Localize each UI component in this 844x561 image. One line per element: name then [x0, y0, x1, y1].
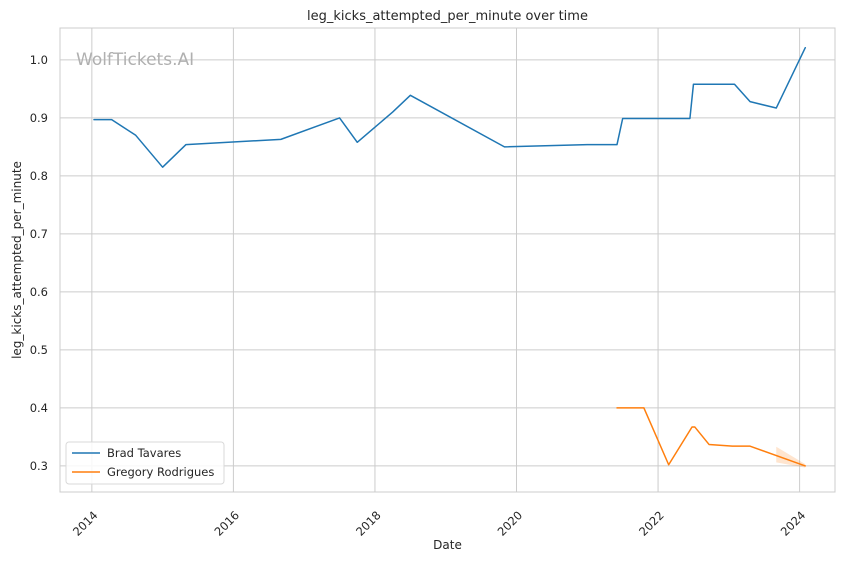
y-tick-label: 0.3	[30, 459, 48, 473]
y-tick-label: 0.8	[30, 169, 48, 183]
legend: Brad Tavares Gregory Rodrigues	[66, 442, 224, 484]
watermark: WolfTickets.AI	[76, 50, 194, 70]
legend-entry: Gregory Rodrigues	[107, 465, 214, 479]
y-tick-label: 0.9	[30, 111, 48, 125]
y-tick-label: 0.7	[30, 227, 48, 241]
y-axis-label: leg_kicks_attempted_per_minute	[10, 161, 24, 359]
y-tick-label: 0.4	[30, 401, 48, 415]
y-tick-label: 0.6	[30, 285, 48, 299]
plot-area: WolfTickets.AI	[60, 28, 835, 492]
legend-entry: Brad Tavares	[107, 446, 181, 460]
y-tick-label: 0.5	[30, 343, 48, 357]
plot-background	[60, 28, 835, 492]
chart-title: leg_kicks_attempted_per_minute over time	[307, 9, 588, 24]
x-axis-label: Date	[433, 538, 462, 552]
y-tick-label: 1.0	[30, 53, 48, 67]
